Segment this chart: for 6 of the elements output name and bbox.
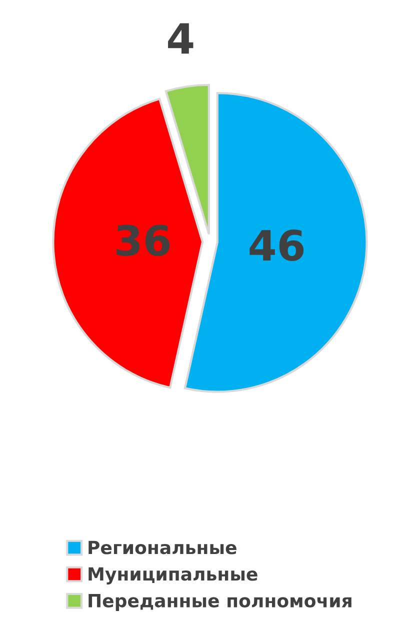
legend-label: Региональные [88, 540, 236, 554]
data-label: 36 [116, 224, 170, 256]
data-label: 46 [250, 230, 304, 262]
data-label: 4 [168, 23, 194, 54]
legend-label: Муниципальные [88, 567, 258, 584]
legend-label: Переданные полномочия [88, 594, 352, 611]
